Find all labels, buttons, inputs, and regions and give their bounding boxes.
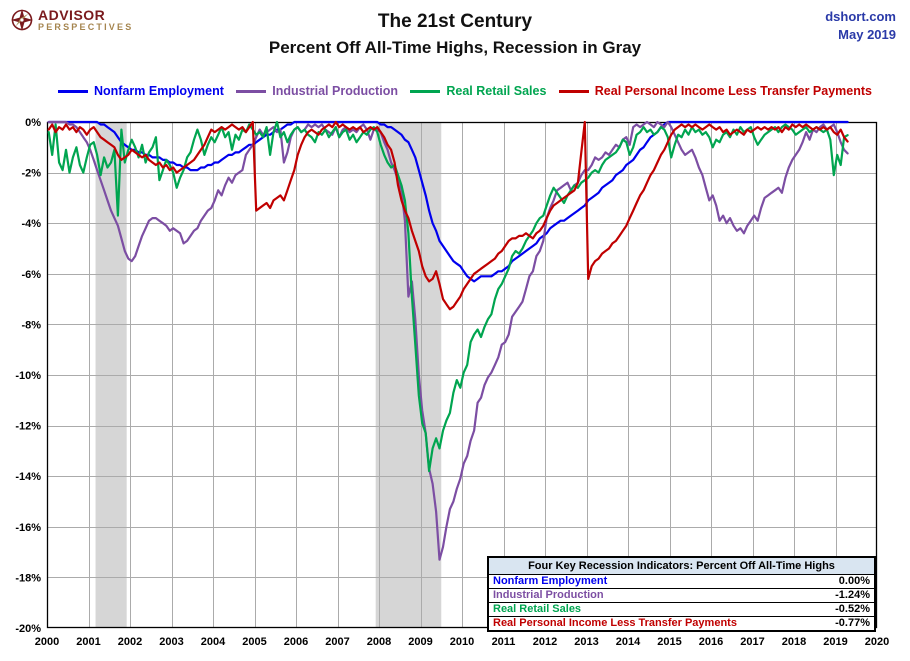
compass-icon xyxy=(11,9,33,32)
y-tick-label: -20% xyxy=(15,623,41,635)
indicator-value-income: -0.77% xyxy=(835,617,870,629)
indicator-table: Four Key Recession Indicators: Percent O… xyxy=(487,556,876,632)
y-tick-label: -18% xyxy=(15,572,41,584)
indicator-label-income: Real Personal Income Less Transfer Payme… xyxy=(493,617,737,629)
x-tick-label: 2007 xyxy=(325,636,349,648)
x-tick-label: 2014 xyxy=(616,636,641,648)
indicator-label-industrial: Industrial Production xyxy=(493,589,604,601)
x-tick-label: 2000 xyxy=(35,636,59,648)
series-line-nonfarm-employment xyxy=(47,120,849,283)
chart-subtitle: Percent Off All-Time Highs, Recession in… xyxy=(268,38,642,57)
x-tick-label: 2001 xyxy=(76,636,100,648)
indicator-label-nonfarm: Nonfarm Employment xyxy=(493,575,608,587)
source-block: dshort.com May 2019 xyxy=(825,8,896,43)
advisor-perspectives-logo: ADVISOR PERSPECTIVES xyxy=(10,8,133,32)
series-line-real-personal-income-less-transfer-payments xyxy=(47,120,849,311)
x-tick-label: 2020 xyxy=(865,636,889,648)
x-tick-label: 2012 xyxy=(533,636,557,648)
y-tick-label: -8% xyxy=(21,319,41,331)
x-tick-label: 2010 xyxy=(450,636,474,648)
indicator-value-nonfarm: 0.00% xyxy=(838,575,870,587)
x-tick-label: 2011 xyxy=(492,636,516,648)
indicator-row-0: Nonfarm Employment 0.00% xyxy=(489,575,874,589)
source-date: May 2019 xyxy=(838,26,896,42)
legend-item-0: Nonfarm Employment xyxy=(58,84,224,98)
legend-item-3: Real Personal Income Less Transfer Payme… xyxy=(558,84,872,98)
chart-legend: Nonfarm Employment Industrial Production… xyxy=(58,84,872,98)
legend-swatch-industrial xyxy=(236,89,267,93)
x-tick-label: 2009 xyxy=(408,636,432,648)
legend-item-2: Real Retail Sales xyxy=(410,84,546,98)
legend-swatch-retail xyxy=(410,89,441,93)
legend-swatch-income xyxy=(558,89,589,93)
indicator-row-2: Real Retail Sales -0.52% xyxy=(489,603,874,617)
y-tick-label: -10% xyxy=(15,370,41,382)
y-tick-label: -16% xyxy=(15,522,41,534)
indicator-row-3: Real Personal Income Less Transfer Payme… xyxy=(489,617,874,630)
series-line-industrial-production xyxy=(47,120,849,561)
x-tick-label: 2004 xyxy=(201,636,226,648)
x-tick-label: 2018 xyxy=(782,636,806,648)
x-tick-label: 2005 xyxy=(242,636,266,648)
legend-label-industrial: Industrial Production xyxy=(272,84,398,98)
x-tick-label: 2016 xyxy=(699,636,723,648)
x-tick-label: 2013 xyxy=(574,636,598,648)
logo-perspectives-text: PERSPECTIVES xyxy=(38,21,134,32)
y-tick-label: -12% xyxy=(15,421,41,433)
logo-advisor-text: ADVISOR xyxy=(38,7,106,23)
x-tick-label: 2006 xyxy=(284,636,308,648)
x-tick-label: 2019 xyxy=(823,636,847,648)
legend-label-nonfarm: Nonfarm Employment xyxy=(94,84,224,98)
y-tick-label: -6% xyxy=(21,269,41,281)
x-tick-label: 2015 xyxy=(657,636,681,648)
legend-swatch-nonfarm xyxy=(58,89,88,93)
legend-item-1: Industrial Production xyxy=(236,84,398,98)
indicator-label-retail: Real Retail Sales xyxy=(493,603,582,615)
x-tick-label: 2003 xyxy=(159,636,183,648)
x-tick-label: 2017 xyxy=(740,636,764,648)
indicator-row-1: Industrial Production -1.24% xyxy=(489,589,874,603)
logo-text: ADVISOR PERSPECTIVES xyxy=(38,8,133,32)
y-tick-label: 0% xyxy=(25,117,41,129)
series-line-real-retail-sales xyxy=(47,120,849,473)
x-tick-label: 2008 xyxy=(367,636,391,648)
indicator-value-retail: -0.52% xyxy=(835,603,870,615)
chart-title: The 21st Century xyxy=(377,11,533,32)
indicator-table-header: Four Key Recession Indicators: Percent O… xyxy=(489,558,874,575)
y-tick-label: -4% xyxy=(21,218,41,230)
x-tick-label: 2002 xyxy=(118,636,142,648)
indicator-value-industrial: -1.24% xyxy=(835,589,870,601)
legend-label-income: Real Personal Income Less Transfer Payme… xyxy=(594,84,872,98)
plot-border xyxy=(46,121,878,629)
source-site: dshort.com xyxy=(825,9,896,24)
y-tick-label: -2% xyxy=(21,168,41,180)
legend-label-retail: Real Retail Sales xyxy=(446,84,547,98)
y-tick-label: -14% xyxy=(15,471,41,483)
